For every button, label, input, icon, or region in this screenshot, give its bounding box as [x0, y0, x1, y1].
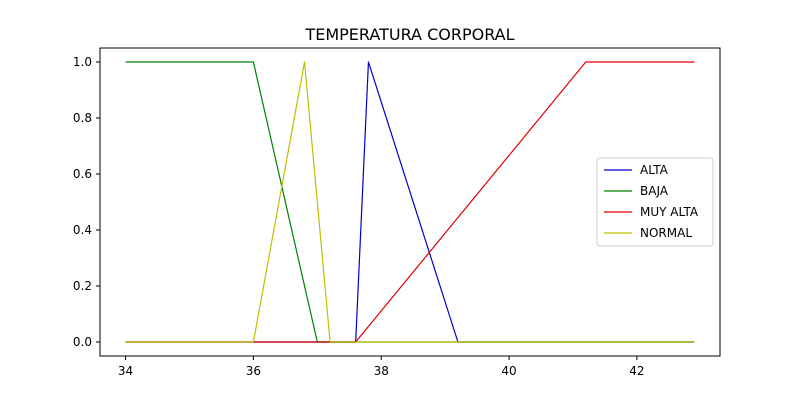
legend-box: [596, 157, 714, 247]
legend-label: MUY ALTA: [640, 205, 699, 219]
x-tick-label: 38: [374, 364, 389, 378]
legend-label: ALTA: [640, 163, 669, 177]
series-line-normal: [125, 61, 695, 343]
legend: ALTA BAJA MUY ALTA NORMAL: [596, 157, 714, 247]
legend-label: BAJA: [640, 184, 669, 198]
legend-label: NORMAL: [640, 226, 692, 240]
x-tick-label: 42: [629, 364, 644, 378]
y-tick-label: 1.0: [73, 55, 92, 69]
x-tick-label: 36: [246, 364, 261, 378]
y-tick-label: 0.4: [73, 223, 92, 237]
x-tick-label: 34: [118, 364, 133, 378]
y-tick-label: 0.6: [73, 167, 92, 181]
axes-layer: 34 36 38 40 42 0.0 0.2 0.4 0.6 0.8 1.0: [73, 55, 645, 378]
y-tick-label: 0.8: [73, 111, 92, 125]
y-tick-label: 0.2: [73, 279, 92, 293]
y-tick-label: 0.0: [73, 335, 92, 349]
x-tick-label: 40: [501, 364, 516, 378]
series-layer: [125, 61, 695, 343]
plot-area-frame: [99, 47, 721, 357]
chart-title: TEMPERATURA CORPORAL: [304, 25, 514, 44]
